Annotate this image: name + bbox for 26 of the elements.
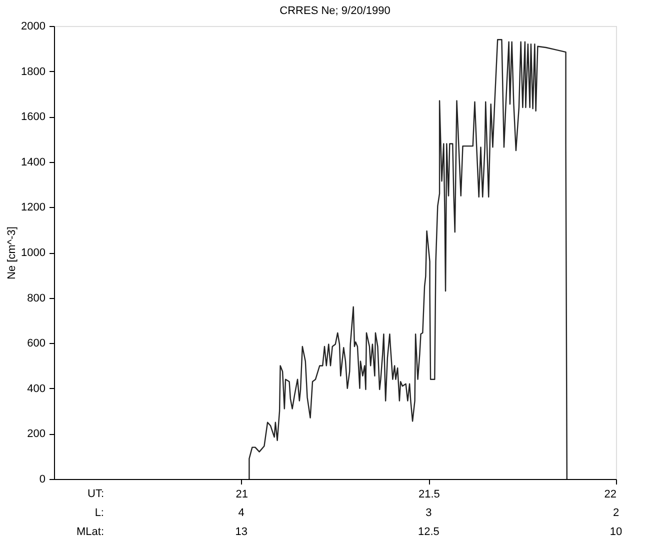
- text: 10: [610, 526, 622, 538]
- y-tick-label: 200: [27, 428, 46, 440]
- text: 2: [612, 507, 620, 519]
- y-tick-label: 1400: [21, 156, 46, 168]
- x-tick-label: 22: [604, 488, 616, 500]
- chart-title: CRRES Ne; 9/20/1990: [280, 5, 390, 17]
- y-tick-label: 800: [27, 292, 46, 304]
- text: L:: [94, 507, 104, 519]
- text: 4: [238, 507, 244, 519]
- text: UT:: [88, 488, 104, 500]
- y-tick-label: 400: [27, 382, 46, 395]
- y-tick-label: 600: [27, 338, 46, 350]
- text: MLat:: [76, 526, 104, 538]
- y-tick-label: 1800: [21, 66, 46, 78]
- y-tick-label: 2000: [21, 20, 46, 32]
- text: 3: [426, 507, 432, 519]
- y-tick-label: 1000: [21, 247, 46, 259]
- y-tick-label: 1200: [21, 202, 46, 214]
- x-tick-label: 21.5: [418, 488, 440, 500]
- y-axis-title: Ne [cm^-3]: [6, 226, 18, 280]
- line-series: [248, 38, 568, 480]
- text: 13: [235, 526, 248, 538]
- text: 12.5: [418, 526, 440, 538]
- x-tick-label: 21: [236, 488, 248, 500]
- y-tick-label: 0: [39, 474, 46, 486]
- y-tick-label: 1600: [21, 111, 46, 124]
